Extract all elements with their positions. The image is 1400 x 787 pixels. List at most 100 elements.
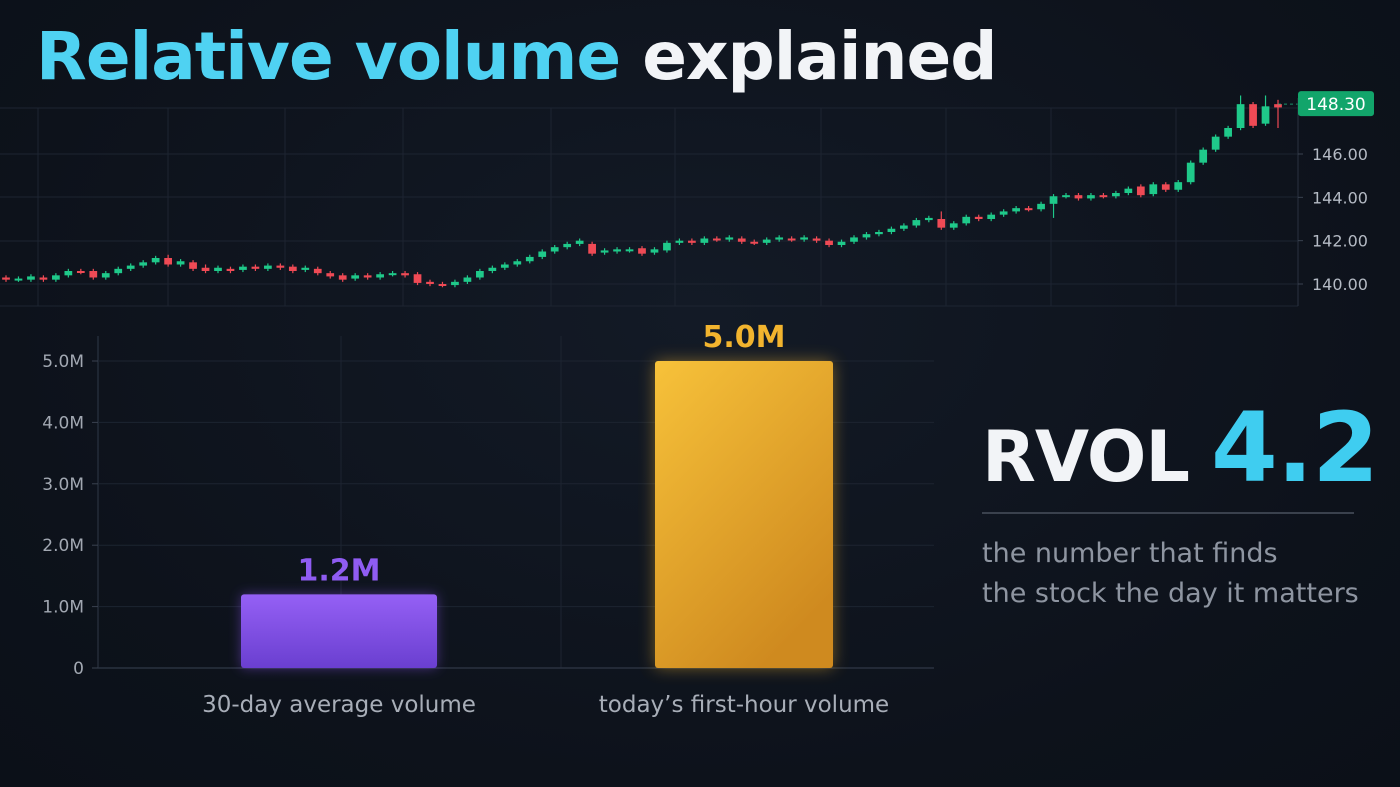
price-candle bbox=[1249, 102, 1257, 128]
price-tag-background bbox=[1298, 91, 1374, 117]
price-candle bbox=[2, 275, 10, 282]
title-accent: Relative volume bbox=[36, 18, 621, 95]
avg-volume-bar-group: 1.2M 30-day average volume bbox=[202, 553, 476, 718]
price-candle bbox=[675, 238, 684, 245]
price-candle bbox=[1012, 206, 1020, 214]
bar-glow bbox=[241, 594, 437, 668]
volume-tick-label: 4.0M bbox=[42, 413, 84, 433]
price-candle bbox=[1236, 95, 1245, 131]
tagline-line-2: the stock the day it matters bbox=[982, 578, 1359, 609]
bar-category-label: today’s first-hour volume bbox=[599, 692, 889, 718]
volume-bars: 1.2M 30-day average volume 5.0M today’s fir… bbox=[202, 320, 889, 718]
page-title: Relative volume explained bbox=[36, 12, 998, 102]
price-candle bbox=[762, 237, 771, 245]
price-candle bbox=[351, 273, 360, 281]
price-candle bbox=[76, 268, 85, 275]
price-tick-label: 146.00 bbox=[1312, 145, 1368, 164]
price-candle bbox=[463, 275, 472, 284]
price-grid bbox=[0, 107, 1298, 307]
price-candle bbox=[999, 209, 1008, 217]
price-candle bbox=[1199, 147, 1208, 165]
bar-value-label: 5.0M bbox=[703, 320, 786, 355]
volume-tick-label: 5.0M bbox=[42, 352, 84, 372]
price-candle bbox=[338, 273, 347, 282]
price-candle bbox=[787, 236, 796, 242]
price-candle bbox=[301, 265, 310, 273]
price-candle bbox=[1087, 193, 1095, 201]
price-candle bbox=[264, 263, 272, 271]
avg-volume-bar bbox=[241, 594, 437, 668]
price-candle bbox=[538, 249, 547, 260]
rvol-divider bbox=[982, 512, 1354, 514]
price-candle bbox=[388, 271, 397, 277]
price-candle bbox=[924, 215, 933, 223]
price-candle bbox=[114, 266, 123, 276]
price-candle bbox=[875, 229, 883, 237]
price-candle bbox=[663, 240, 671, 253]
price-candle bbox=[476, 268, 484, 280]
rvol-tagline: the number that finds the stock the day … bbox=[982, 534, 1372, 614]
price-candle bbox=[64, 268, 73, 278]
price-candle bbox=[1136, 184, 1145, 198]
price-candle bbox=[89, 268, 98, 280]
price-candle bbox=[825, 238, 833, 248]
volume-grid: 0 1.0M 2.0M 3.0M 4.0M 5.0M bbox=[42, 336, 934, 679]
price-candle bbox=[39, 275, 48, 282]
price-candle bbox=[151, 255, 160, 265]
today-volume-bar-group: 5.0M today’s first-hour volume bbox=[599, 320, 889, 718]
price-candle bbox=[401, 271, 409, 278]
price-candle bbox=[775, 235, 784, 242]
price-candle bbox=[949, 221, 958, 230]
bar-category-label: 30-day average volume bbox=[202, 692, 476, 718]
price-candle bbox=[613, 247, 621, 254]
today-volume-bar bbox=[655, 361, 833, 668]
price-tick-label: 144.00 bbox=[1312, 188, 1368, 207]
price-candle bbox=[688, 238, 696, 245]
rvol-label: RVOL bbox=[982, 416, 1190, 498]
price-axis: 140.00 142.00 144.00 146.00 bbox=[1297, 98, 1368, 306]
volume-tick-label: 1.0M bbox=[42, 598, 84, 618]
price-candle bbox=[488, 265, 497, 274]
price-candle bbox=[550, 245, 559, 254]
price-candle bbox=[214, 265, 222, 274]
price-candle bbox=[987, 212, 996, 222]
volume-tick-label: 0 bbox=[73, 659, 84, 679]
price-candle bbox=[438, 281, 447, 288]
price-candle bbox=[725, 235, 734, 242]
price-candle bbox=[413, 272, 422, 286]
price-candle bbox=[1149, 182, 1158, 197]
price-candle bbox=[962, 214, 971, 226]
price-candle bbox=[164, 254, 172, 267]
price-candle bbox=[226, 266, 235, 274]
price-candle bbox=[700, 236, 709, 245]
price-tag: 148.30 bbox=[1298, 91, 1374, 117]
price-candle bbox=[1224, 125, 1232, 139]
price-candle bbox=[27, 274, 35, 282]
rvol-line: RVOL 4.2 bbox=[982, 392, 1379, 504]
price-tag-value: 148.30 bbox=[1306, 95, 1365, 115]
price-candle bbox=[288, 264, 297, 274]
tagline-line-1: the number that finds bbox=[982, 538, 1278, 569]
price-candle bbox=[1062, 193, 1070, 199]
price-candle bbox=[1074, 193, 1083, 201]
price-candle bbox=[14, 276, 23, 282]
price-candle bbox=[1261, 95, 1270, 126]
price-candle bbox=[276, 263, 285, 270]
price-candle bbox=[800, 235, 808, 242]
price-candle bbox=[837, 239, 846, 248]
price-candle bbox=[525, 254, 534, 264]
price-candle bbox=[176, 259, 185, 267]
price-candle bbox=[1049, 194, 1058, 218]
price-candle bbox=[101, 271, 110, 280]
volume-tick-label: 2.0M bbox=[42, 536, 84, 556]
price-candle bbox=[363, 273, 372, 280]
price-candle bbox=[887, 226, 896, 235]
bar-value-label: 1.2M bbox=[298, 553, 381, 588]
price-candles bbox=[2, 95, 1298, 288]
price-candle bbox=[1186, 160, 1195, 185]
price-candle bbox=[812, 236, 821, 243]
price-candle bbox=[712, 236, 721, 242]
price-candle bbox=[862, 232, 871, 240]
price-candle bbox=[650, 247, 659, 255]
